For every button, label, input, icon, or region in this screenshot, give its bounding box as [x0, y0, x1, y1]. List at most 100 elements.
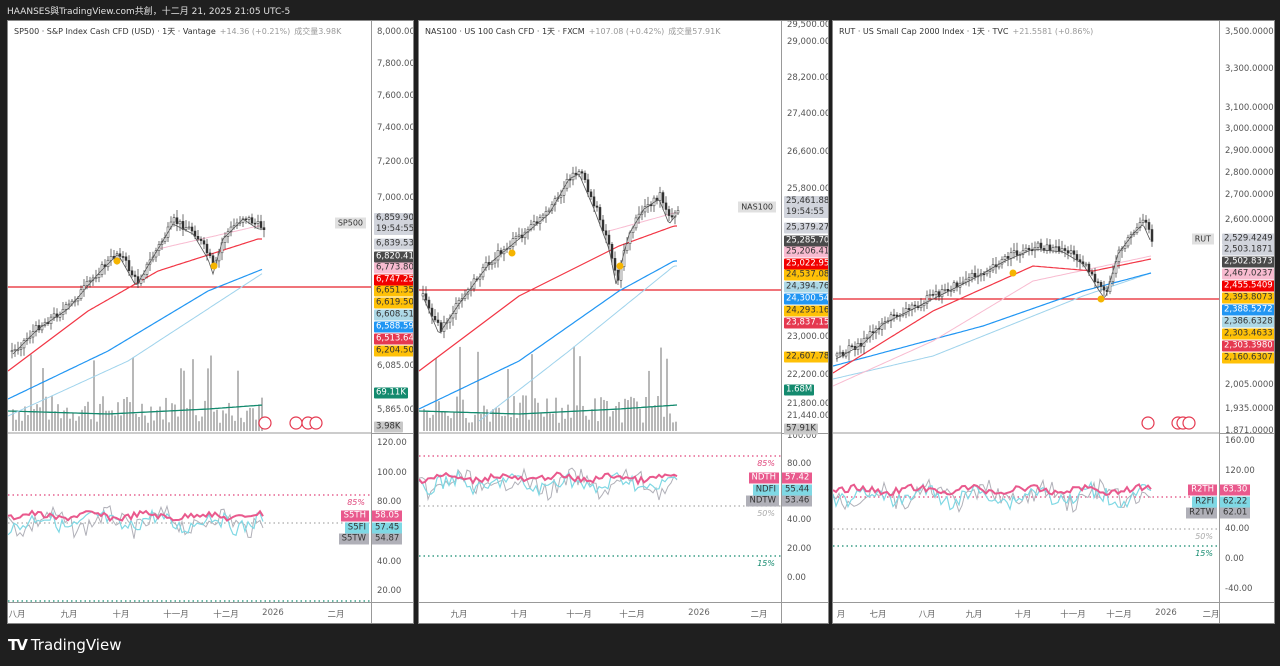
time-axis[interactable]: 月 七月 八月 九月 十月 十一月 十二月 2026 二月	[833, 602, 1274, 623]
signal-dot-icon[interactable]	[113, 257, 121, 265]
price-chart-canvas[interactable]	[833, 21, 1219, 624]
signal-dot-icon[interactable]	[616, 262, 624, 270]
price-axis[interactable]: 29,500.00 29,000.00 28,200.00 27,400.00 26,6…	[781, 21, 828, 623]
volume-bar	[240, 417, 242, 431]
price-label-value: 6,773.80	[376, 262, 414, 273]
volume-bar	[486, 409, 488, 431]
us-flag-event-icon[interactable]	[258, 416, 272, 430]
tradingview-brand[interactable]: TV TradingView	[8, 636, 121, 654]
volume-bar	[30, 354, 32, 431]
candle	[955, 280, 959, 292]
volume-bar	[675, 421, 677, 431]
candle	[1141, 213, 1145, 225]
candle	[256, 214, 260, 228]
volume-bar	[519, 402, 521, 431]
time-label: 2026	[1155, 608, 1177, 618]
signal-dot-icon[interactable]	[508, 249, 516, 257]
candle	[880, 317, 884, 336]
candle	[208, 248, 212, 259]
ma-short-line	[423, 174, 677, 333]
volume-bar	[660, 347, 662, 431]
price-axis[interactable]: 8,000.00 7,800.00 7,600.00 7,400.00 7,200.00…	[371, 21, 413, 623]
volume-bar	[24, 406, 26, 431]
level-label: 85%	[347, 498, 365, 507]
price-label: 23,837.15	[784, 317, 828, 329]
price-chart-canvas[interactable]	[419, 21, 781, 624]
price-tick: 7,800.00	[377, 59, 414, 69]
price-label: 2,503.1871	[1222, 244, 1274, 256]
volume-bar	[198, 421, 200, 431]
signal-dot-icon[interactable]	[210, 262, 218, 270]
volume-bar	[72, 413, 74, 431]
volume-bar	[621, 422, 623, 431]
volume-bar	[609, 416, 611, 431]
candle	[874, 325, 878, 340]
ma-pink-line	[157, 225, 262, 250]
candle	[241, 216, 245, 227]
candle	[1075, 250, 1079, 268]
volume-bar	[666, 358, 668, 431]
volume-bar	[444, 411, 446, 431]
candle	[88, 276, 92, 288]
time-axis[interactable]: 八月 九月 十月 十一月 十二月 2026 二月	[8, 602, 413, 623]
chart-panel-sp500[interactable]: SP500 · S&P Index Cash CFD (USD) · 1天 · …	[7, 20, 414, 624]
symbol-title[interactable]: NAS100 · US 100 Cash CFD · 1天 · FXCM	[425, 27, 585, 36]
price-tick: 1,935.0000	[1225, 404, 1274, 414]
time-label: 十一月	[566, 610, 592, 620]
candle	[646, 196, 650, 213]
indicator-value: 53.46	[782, 495, 813, 507]
candle	[658, 186, 662, 208]
candle	[10, 342, 14, 359]
ma-red-line	[8, 238, 262, 372]
candle	[1012, 243, 1016, 259]
price-chart-canvas[interactable]	[8, 21, 371, 624]
candle	[946, 282, 950, 297]
chart-panel-nas100[interactable]: NAS100 · US 100 Cash CFD · 1天 · FXCM +107…	[418, 20, 829, 624]
candle	[58, 311, 62, 322]
us-flag-event-icon[interactable]	[289, 416, 303, 430]
volume-bar	[438, 401, 440, 431]
signal-dot-icon[interactable]	[1097, 295, 1105, 303]
candle	[430, 303, 434, 324]
candle	[55, 308, 59, 322]
ma-light-blue-line	[8, 273, 263, 417]
volume-bar	[246, 410, 248, 431]
candle	[226, 228, 230, 244]
signal-dot-icon[interactable]	[1009, 269, 1017, 277]
volume-bar	[123, 398, 125, 431]
price-tick: 6,085.00	[377, 361, 414, 371]
chart-title: RUT · US Small Cap 2000 Index · 1天 · TVC…	[839, 26, 1093, 37]
volume-bar	[204, 400, 206, 431]
us-flag-event-icon[interactable]	[1182, 416, 1196, 430]
price-label: 24,300.54	[784, 293, 828, 305]
time-axis[interactable]: 九月 十月 十一月 十二月 2026 二月	[419, 602, 828, 623]
candle	[1117, 246, 1121, 269]
symbol-title[interactable]: SP500 · S&P Index Cash CFD (USD) · 1天 · …	[14, 27, 216, 36]
volume-bar	[33, 409, 35, 431]
chart-panel-rut[interactable]: RUT · US Small Cap 2000 Index · 1天 · TVC…	[832, 20, 1275, 624]
volume-bar	[48, 419, 50, 431]
volume-bar	[588, 419, 590, 431]
candle	[1099, 280, 1103, 292]
price-label: 24,537.08	[784, 269, 828, 281]
candle	[604, 224, 608, 243]
volume-bar	[453, 411, 455, 431]
indicator-name-tag: S5TH	[340, 510, 369, 522]
volume-bar	[228, 402, 230, 431]
breadth-tw-line	[833, 478, 1152, 514]
candle	[1018, 251, 1022, 263]
time-label: 八月	[8, 610, 26, 620]
price-axis[interactable]: 3,500.0000 3,300.0000 3,100.0000 3,000.0000…	[1219, 21, 1274, 623]
us-flag-event-icon[interactable]	[1141, 416, 1155, 430]
volume-bar	[201, 416, 203, 431]
candle	[1051, 244, 1055, 254]
candle	[1090, 269, 1094, 277]
volume-bar	[186, 407, 188, 431]
volume-bar	[474, 414, 476, 431]
candle	[1150, 224, 1154, 247]
symbol-title[interactable]: RUT · US Small Cap 2000 Index · 1天 · TVC	[839, 27, 1009, 36]
us-flag-event-icon[interactable]	[309, 416, 323, 430]
volume-bar	[93, 360, 95, 431]
candle	[562, 181, 566, 204]
volume-bar	[498, 407, 500, 431]
